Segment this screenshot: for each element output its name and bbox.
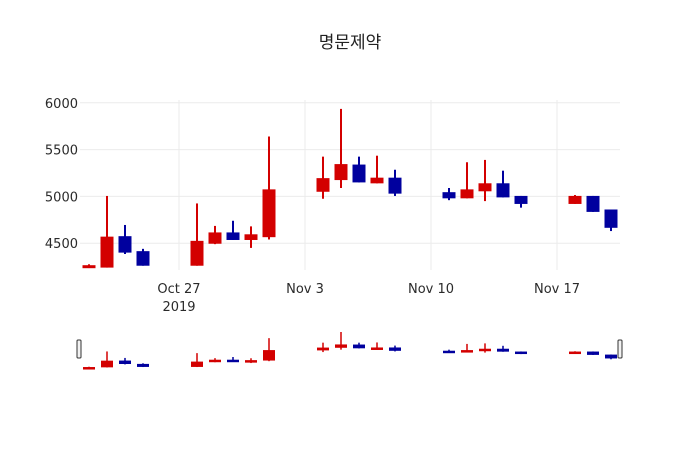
- x-tick-label: Nov 10: [408, 282, 454, 297]
- y-tick-label: 4500: [45, 237, 78, 252]
- slider-candle-body: [335, 344, 347, 348]
- slider-candle-body: [461, 350, 473, 353]
- y-tick-label: 6000: [45, 97, 78, 112]
- candle-body: [586, 195, 600, 212]
- x-tick-sublabel: 2019: [162, 300, 195, 315]
- plot-area[interactable]: [82, 108, 618, 269]
- slider-candle-body: [479, 348, 491, 352]
- slider-candle-body: [353, 344, 365, 349]
- slider-candle-body: [569, 351, 581, 355]
- slider-candle-body: [317, 347, 329, 351]
- candle[interactable]: [604, 209, 618, 232]
- candle[interactable]: [244, 226, 258, 248]
- candle[interactable]: [136, 248, 150, 266]
- slider-candle-body: [605, 354, 617, 359]
- range-slider-right-handle[interactable]: [617, 339, 623, 359]
- slider-candle-body: [515, 351, 527, 355]
- candle-body: [190, 240, 204, 266]
- candle-body: [100, 236, 114, 268]
- candle[interactable]: [586, 195, 600, 212]
- candle-body: [244, 234, 258, 240]
- candle[interactable]: [226, 220, 240, 240]
- slider-candle-body: [209, 359, 221, 363]
- candle[interactable]: [82, 264, 96, 269]
- range-slider-left-handle[interactable]: [76, 339, 82, 359]
- candle[interactable]: [316, 156, 330, 199]
- candle[interactable]: [208, 225, 222, 245]
- candle[interactable]: [388, 169, 402, 196]
- x-tick-label: Nov 3: [286, 282, 324, 297]
- candle-body: [226, 232, 240, 240]
- candle[interactable]: [262, 136, 276, 240]
- candle[interactable]: [352, 156, 366, 183]
- slider-candle-body: [263, 350, 275, 361]
- candle-body: [262, 189, 276, 238]
- slider-candle-body: [83, 367, 95, 370]
- slider-candle-body: [587, 351, 599, 355]
- candle-body: [82, 265, 96, 269]
- candle[interactable]: [478, 159, 492, 202]
- candle-body: [316, 178, 330, 192]
- slider-candle-body: [371, 347, 383, 350]
- y-tick-label: 5500: [45, 144, 78, 159]
- gridlines: [80, 100, 620, 270]
- candle[interactable]: [190, 203, 204, 266]
- candle-body: [208, 232, 222, 244]
- candle[interactable]: [460, 162, 474, 199]
- candle[interactable]: [100, 195, 114, 268]
- candle-body: [514, 195, 528, 204]
- candle-body: [136, 251, 150, 266]
- candle[interactable]: [370, 155, 384, 184]
- candle-body: [460, 189, 474, 199]
- slider-candle-body: [443, 350, 455, 354]
- candle-body: [442, 192, 456, 199]
- candle-body: [496, 183, 510, 198]
- candle-body: [388, 177, 402, 194]
- candle[interactable]: [442, 187, 456, 201]
- range-slider[interactable]: [76, 331, 623, 370]
- slider-candle-body: [119, 360, 131, 365]
- x-tick-label: Oct 27: [157, 282, 200, 297]
- x-tick-label: Nov 17: [534, 282, 580, 297]
- candle-body: [334, 164, 348, 181]
- candle-body: [352, 164, 366, 183]
- candle[interactable]: [118, 224, 132, 254]
- candle-body: [478, 183, 492, 192]
- range-slider-track[interactable]: [80, 336, 620, 364]
- candle[interactable]: [568, 195, 582, 204]
- candle[interactable]: [496, 170, 510, 198]
- slider-candle-body: [191, 361, 203, 367]
- slider-candle-body: [245, 360, 257, 363]
- candle[interactable]: [514, 195, 528, 208]
- y-axis: 4500 5000 5500 6000: [45, 97, 78, 252]
- slider-candle-body: [389, 347, 401, 351]
- slider-candle-body: [497, 348, 509, 352]
- slider-candle-body: [101, 360, 113, 368]
- slider-candle-body: [137, 363, 149, 367]
- y-tick-label: 5000: [45, 190, 78, 205]
- range-slider-preview: [83, 331, 617, 370]
- candle-body: [370, 177, 384, 184]
- x-axis: Oct 27 2019 Nov 3 Nov 10 Nov 17: [157, 282, 580, 315]
- candle-body: [118, 236, 132, 253]
- chart-title: 명문제약: [319, 33, 382, 53]
- candle-body: [568, 195, 582, 204]
- candle[interactable]: [334, 108, 348, 188]
- slider-candle-body: [227, 359, 239, 363]
- candle-body: [604, 209, 618, 228]
